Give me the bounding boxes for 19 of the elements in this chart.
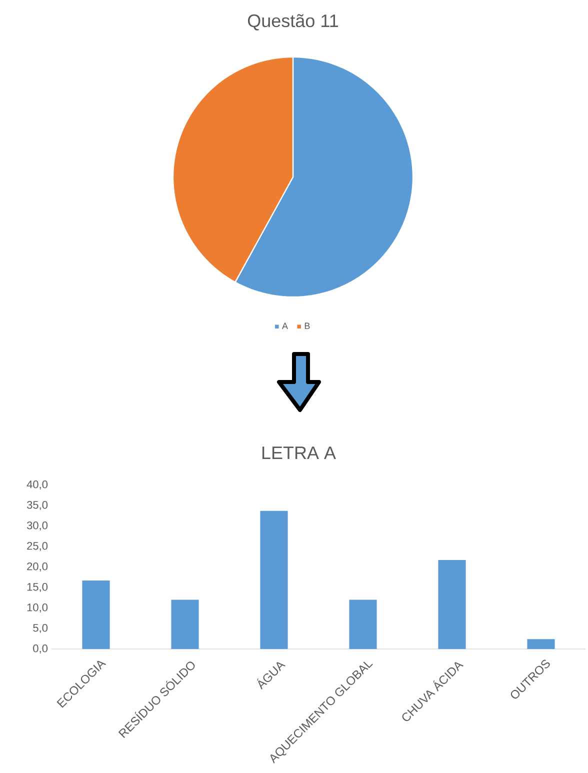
y-tick-label: 10,0 <box>27 603 48 613</box>
bar <box>349 600 377 649</box>
bar <box>82 580 110 649</box>
y-tick-label: 20,0 <box>27 562 48 572</box>
bar <box>260 510 288 649</box>
y-tick-label: 15,0 <box>27 582 48 592</box>
legend-label: B <box>304 322 310 329</box>
y-tick-label: 0,0 <box>33 644 48 654</box>
legend-label: A <box>282 322 288 329</box>
y-tick-label: 35,0 <box>26 500 48 510</box>
bar <box>438 560 466 649</box>
bar <box>171 600 199 649</box>
chart-title: Questão 11 <box>248 14 338 30</box>
bar <box>527 639 555 649</box>
y-tick-label: 40,0 <box>26 480 48 490</box>
y-tick-label: 25,0 <box>27 542 48 552</box>
y-tick-label: 5,0 <box>33 624 48 634</box>
y-tick-label: 30,0 <box>26 521 48 531</box>
chart-title: LETRA A <box>262 446 336 460</box>
